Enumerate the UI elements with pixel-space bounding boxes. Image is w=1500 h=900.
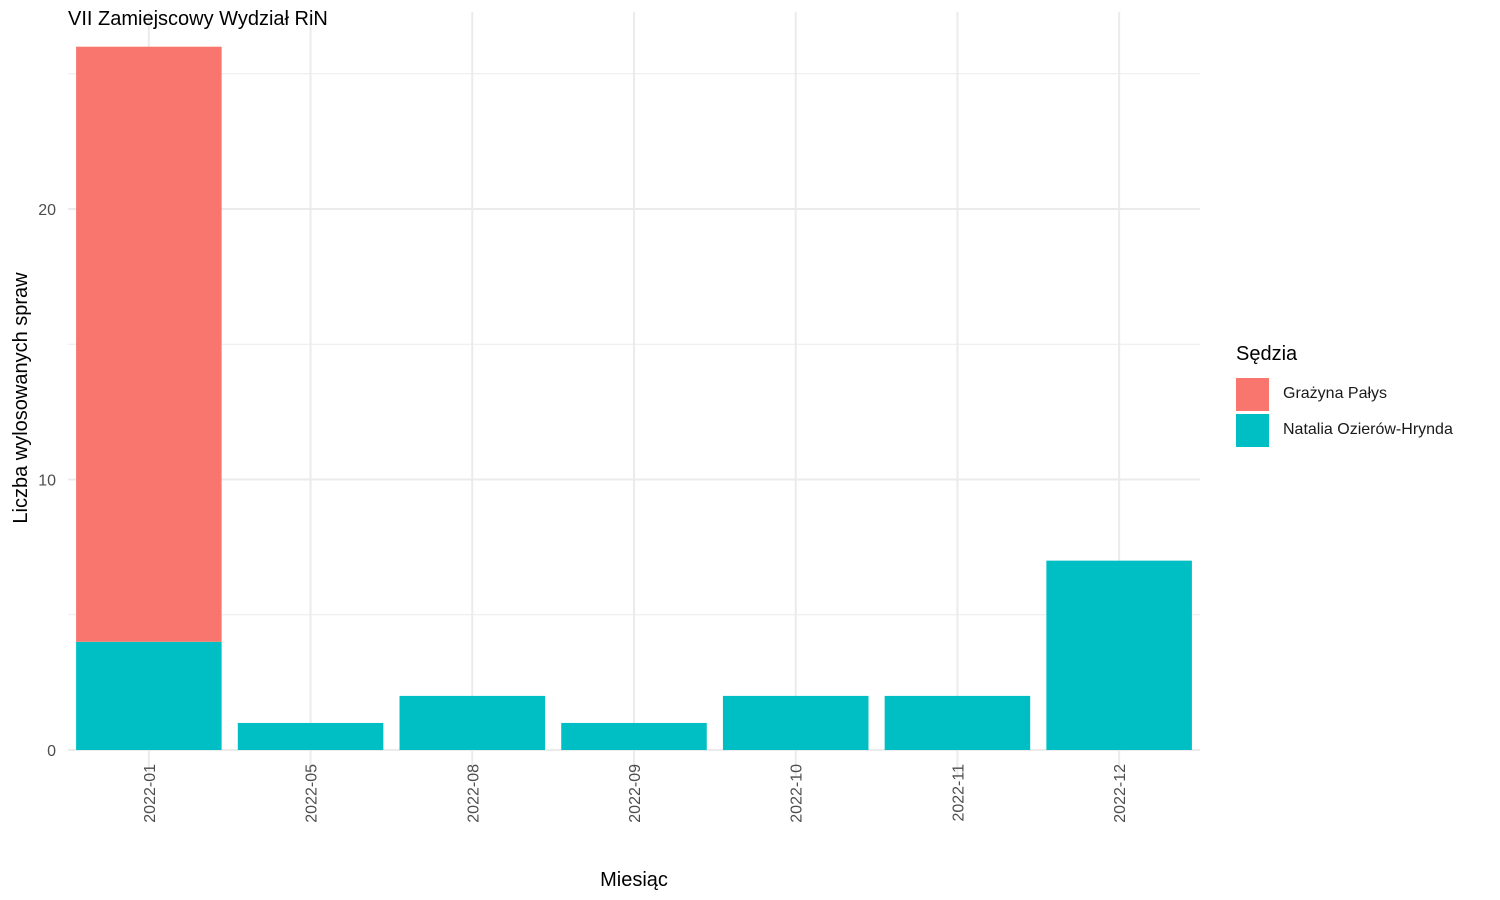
bar-segment: [884, 695, 1031, 750]
legend-key-natalia: [1236, 413, 1269, 447]
chart-title: VII Zamiejscowy Wydział RiN: [68, 8, 328, 30]
legend-title: Sędzia: [1236, 343, 1298, 365]
y-tick-label: 20: [38, 202, 56, 219]
bar-segment: [76, 46, 222, 642]
y-axis-ticks: 0 10 20: [38, 202, 56, 760]
bars: [76, 46, 1192, 750]
legend-label: Natalia Ozierów-Hrynda: [1283, 421, 1453, 438]
x-tick-label: 2022-11: [950, 764, 967, 822]
x-tick-label: 2022-10: [789, 764, 806, 823]
y-tick-label: 0: [47, 743, 56, 760]
y-tick-label: 10: [38, 473, 56, 490]
x-axis-ticks: 2022-01 2022-05 2022-08 2022-09 2022-10 2022-…: [142, 764, 1129, 823]
bar-segment: [399, 695, 546, 750]
legend-item-grazyna: Grażyna Pałys: [1236, 376, 1453, 412]
legend: Sędzia Grażyna Pałys Natalia Ozierów-Hry…: [1236, 343, 1453, 448]
y-axis-label: Liczba wylosowanych spraw: [10, 272, 32, 524]
legend-item-natalia: Natalia Ozierów-Hrynda: [1236, 412, 1453, 448]
x-tick-label: 2022-12: [1112, 764, 1129, 823]
bar-segment: [1046, 560, 1192, 750]
bar-segment: [237, 722, 384, 750]
bar-segment: [561, 722, 707, 750]
x-axis-label: Miesiąc: [600, 869, 668, 891]
x-tick-label: 2022-09: [627, 764, 644, 823]
legend-key-grazyna: [1236, 377, 1269, 411]
grid-lines: [68, 12, 1200, 778]
bar-segment: [76, 641, 222, 750]
legend-label: Grażyna Pałys: [1283, 385, 1388, 402]
x-tick-label: 2022-08: [465, 764, 482, 823]
x-tick-label: 2022-01: [142, 764, 159, 823]
bar-segment: [722, 695, 869, 750]
x-tick-label: 2022-05: [304, 764, 321, 823]
